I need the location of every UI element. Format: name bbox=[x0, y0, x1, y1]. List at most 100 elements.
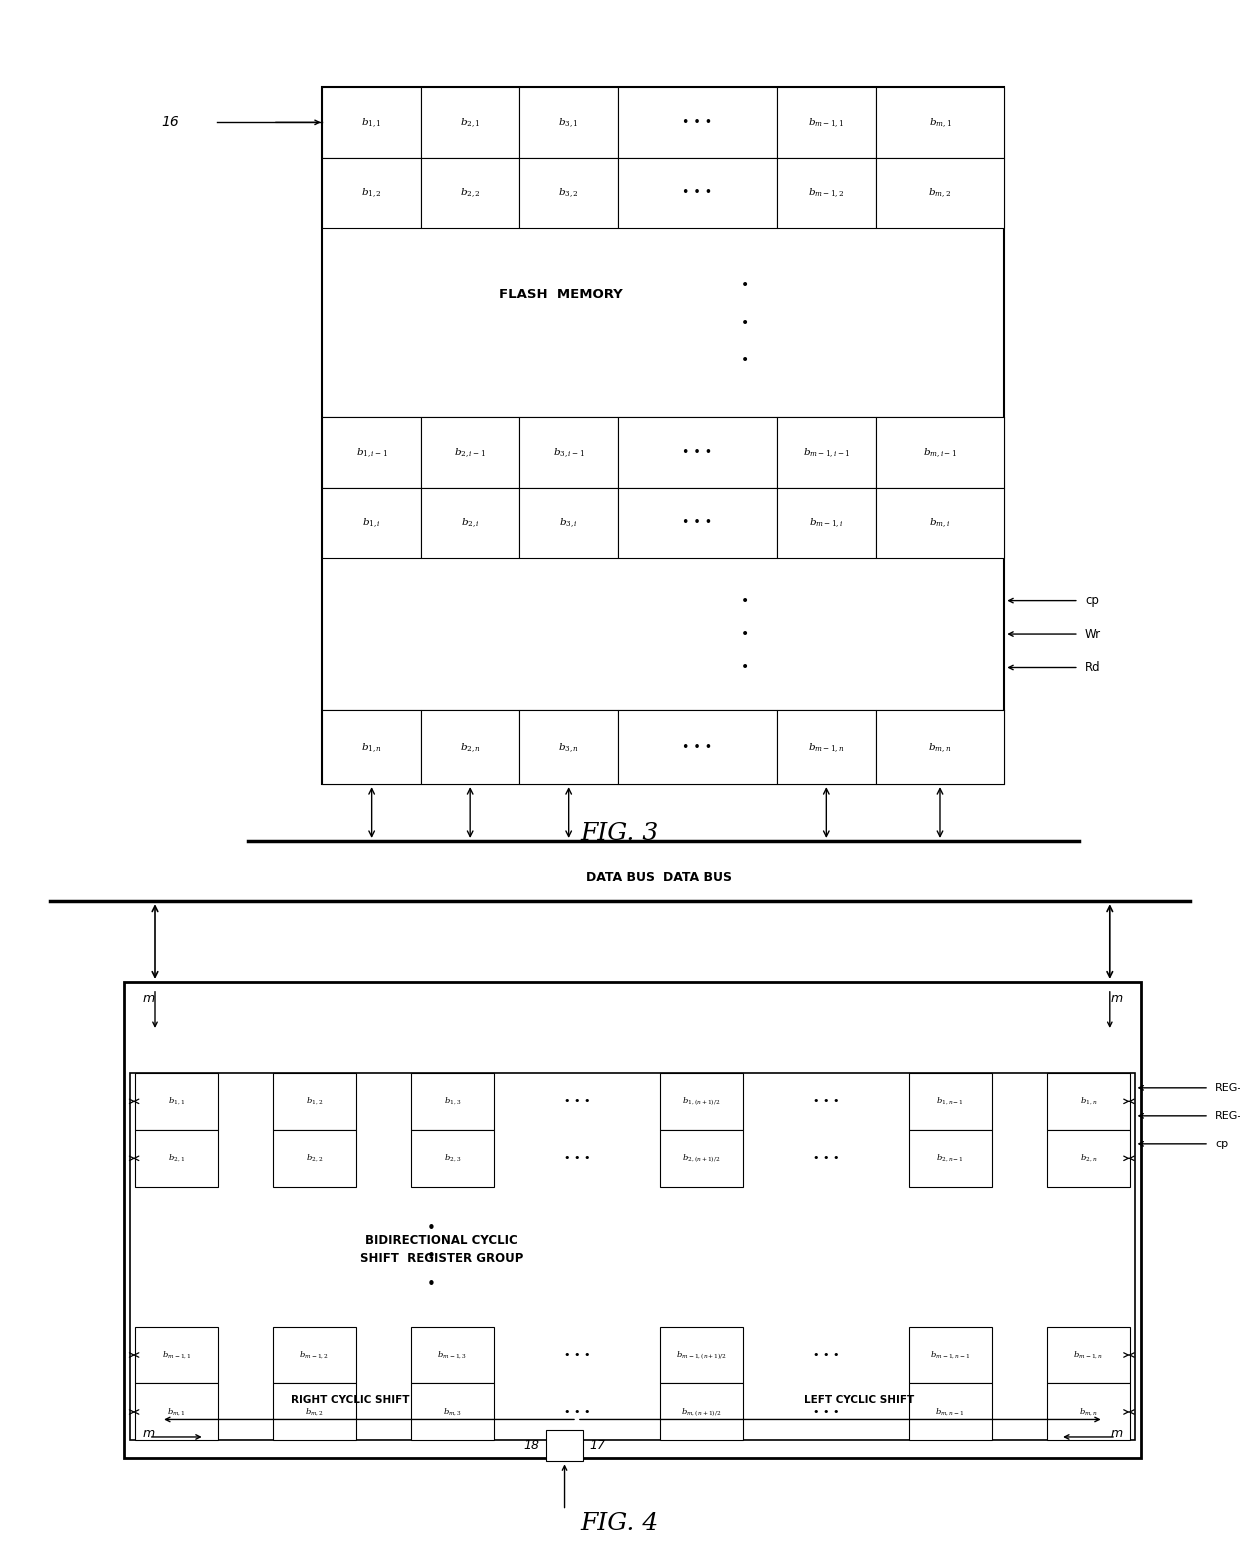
Text: •: • bbox=[742, 353, 749, 367]
Text: $b_{2,(n+1)/2}$: $b_{2,(n+1)/2}$ bbox=[682, 1153, 720, 1164]
Text: $b_{m-1,1}$: $b_{m-1,1}$ bbox=[161, 1349, 191, 1360]
Text: $b_{m-1,(n+1)/2}$: $b_{m-1,(n+1)/2}$ bbox=[676, 1349, 727, 1362]
FancyBboxPatch shape bbox=[322, 417, 420, 487]
Text: m: m bbox=[143, 993, 155, 1005]
Text: $b_{m,2}$: $b_{m,2}$ bbox=[305, 1407, 324, 1418]
Text: $b_{m-1,i}$: $b_{m-1,i}$ bbox=[808, 517, 843, 529]
FancyBboxPatch shape bbox=[420, 157, 520, 229]
Text: •: • bbox=[742, 593, 749, 607]
Text: • • •: • • • bbox=[682, 741, 713, 753]
FancyBboxPatch shape bbox=[135, 1074, 217, 1130]
Text: m: m bbox=[143, 1427, 155, 1441]
Text: • • •: • • • bbox=[812, 1153, 839, 1164]
Text: $b_{1,2}$: $b_{1,2}$ bbox=[306, 1095, 324, 1106]
Text: •: • bbox=[742, 627, 749, 641]
FancyBboxPatch shape bbox=[412, 1074, 494, 1130]
Text: •: • bbox=[427, 1277, 436, 1291]
Text: $b_{1,n}$: $b_{1,n}$ bbox=[1080, 1095, 1097, 1106]
Text: $b_{m-1,n}$: $b_{m-1,n}$ bbox=[1074, 1349, 1104, 1360]
Text: $b_{m-1,2}$: $b_{m-1,2}$ bbox=[808, 187, 844, 199]
FancyBboxPatch shape bbox=[875, 710, 1004, 784]
FancyBboxPatch shape bbox=[520, 157, 618, 229]
Text: $b_{2,n-1}$: $b_{2,n-1}$ bbox=[936, 1153, 965, 1164]
FancyBboxPatch shape bbox=[618, 417, 777, 487]
Text: $b_{m,n}$: $b_{m,n}$ bbox=[1079, 1407, 1099, 1418]
FancyBboxPatch shape bbox=[322, 487, 420, 559]
FancyBboxPatch shape bbox=[777, 87, 875, 157]
Text: 17: 17 bbox=[589, 1439, 605, 1452]
Text: $b_{1,n-1}$: $b_{1,n-1}$ bbox=[936, 1095, 965, 1106]
Text: $b_{1,i}$: $b_{1,i}$ bbox=[362, 517, 381, 529]
Text: 16: 16 bbox=[161, 115, 179, 129]
FancyBboxPatch shape bbox=[520, 487, 618, 559]
Text: RIGHT CYCLIC SHIFT: RIGHT CYCLIC SHIFT bbox=[291, 1396, 409, 1405]
Text: cp: cp bbox=[1085, 594, 1099, 607]
Text: $b_{1,1}$: $b_{1,1}$ bbox=[361, 117, 382, 129]
Text: FIG. 4: FIG. 4 bbox=[580, 1512, 660, 1534]
FancyBboxPatch shape bbox=[1048, 1383, 1130, 1441]
Text: • • •: • • • bbox=[564, 1097, 590, 1106]
Text: • • •: • • • bbox=[682, 517, 713, 529]
FancyBboxPatch shape bbox=[135, 1383, 217, 1441]
FancyBboxPatch shape bbox=[135, 1130, 217, 1187]
Text: $b_{2,n}$: $b_{2,n}$ bbox=[460, 741, 481, 753]
Text: •: • bbox=[742, 316, 749, 330]
Text: BIDIRECTIONAL CYCLIC
SHIFT  REGISTER GROUP: BIDIRECTIONAL CYCLIC SHIFT REGISTER GROU… bbox=[360, 1234, 523, 1265]
FancyBboxPatch shape bbox=[420, 710, 520, 784]
FancyBboxPatch shape bbox=[124, 982, 1141, 1458]
Text: $b_{m-1,1}$: $b_{m-1,1}$ bbox=[808, 117, 844, 129]
Text: $b_{3,n}$: $b_{3,n}$ bbox=[558, 741, 579, 753]
Text: $b_{1,(n+1)/2}$: $b_{1,(n+1)/2}$ bbox=[682, 1095, 720, 1108]
Text: •: • bbox=[427, 1221, 436, 1235]
FancyBboxPatch shape bbox=[618, 87, 777, 157]
Text: m: m bbox=[1110, 1427, 1122, 1441]
Text: $b_{m,n-1}$: $b_{m,n-1}$ bbox=[935, 1407, 965, 1418]
Text: $b_{2,3}$: $b_{2,3}$ bbox=[444, 1153, 461, 1164]
FancyBboxPatch shape bbox=[412, 1383, 494, 1441]
FancyBboxPatch shape bbox=[322, 87, 420, 157]
FancyBboxPatch shape bbox=[322, 710, 420, 784]
FancyBboxPatch shape bbox=[412, 1327, 494, 1383]
Text: $b_{m,i-1}$: $b_{m,i-1}$ bbox=[923, 447, 957, 459]
Text: FIG. 3: FIG. 3 bbox=[580, 822, 660, 845]
Text: $b_{3,i}$: $b_{3,i}$ bbox=[559, 517, 578, 529]
FancyBboxPatch shape bbox=[546, 1430, 583, 1461]
FancyBboxPatch shape bbox=[1048, 1074, 1130, 1130]
FancyBboxPatch shape bbox=[660, 1130, 743, 1187]
Text: $b_{m-1,n}$: $b_{m-1,n}$ bbox=[808, 741, 844, 753]
Text: $b_{m,1}$: $b_{m,1}$ bbox=[167, 1407, 186, 1418]
Text: $b_{2,i-1}$: $b_{2,i-1}$ bbox=[454, 447, 486, 459]
Text: $b_{1,2}$: $b_{1,2}$ bbox=[361, 187, 382, 199]
Text: $b_{2,1}$: $b_{2,1}$ bbox=[167, 1153, 185, 1164]
Text: $b_{2,i}$: $b_{2,i}$ bbox=[461, 517, 480, 529]
Text: DATA BUS: DATA BUS bbox=[585, 871, 655, 884]
FancyBboxPatch shape bbox=[520, 87, 618, 157]
Text: $b_{1,3}$: $b_{1,3}$ bbox=[444, 1095, 461, 1106]
Text: 18: 18 bbox=[523, 1439, 539, 1452]
Text: $b_{m-1,2}$: $b_{m-1,2}$ bbox=[300, 1349, 330, 1360]
Text: • • •: • • • bbox=[812, 1351, 839, 1360]
Text: $b_{m,(n+1)/2}$: $b_{m,(n+1)/2}$ bbox=[681, 1407, 722, 1418]
Text: • • •: • • • bbox=[564, 1153, 590, 1164]
Text: Wr: Wr bbox=[1085, 627, 1101, 641]
FancyBboxPatch shape bbox=[875, 87, 1004, 157]
Text: $b_{3,i-1}$: $b_{3,i-1}$ bbox=[553, 447, 584, 459]
Text: • • •: • • • bbox=[564, 1407, 590, 1418]
Text: LEFT CYCLIC SHIFT: LEFT CYCLIC SHIFT bbox=[804, 1396, 914, 1405]
FancyBboxPatch shape bbox=[909, 1383, 992, 1441]
FancyBboxPatch shape bbox=[660, 1383, 743, 1441]
FancyBboxPatch shape bbox=[273, 1383, 356, 1441]
Text: • • •: • • • bbox=[682, 187, 713, 199]
Text: • • •: • • • bbox=[682, 447, 713, 459]
Text: $b_{m,n}$: $b_{m,n}$ bbox=[929, 741, 951, 753]
FancyBboxPatch shape bbox=[875, 157, 1004, 229]
FancyBboxPatch shape bbox=[618, 157, 777, 229]
FancyBboxPatch shape bbox=[130, 1074, 1135, 1441]
FancyBboxPatch shape bbox=[660, 1074, 743, 1130]
FancyBboxPatch shape bbox=[520, 417, 618, 487]
FancyBboxPatch shape bbox=[135, 1327, 217, 1383]
Text: $b_{2,2}$: $b_{2,2}$ bbox=[306, 1153, 324, 1164]
Text: $b_{1,1}$: $b_{1,1}$ bbox=[167, 1095, 185, 1106]
FancyBboxPatch shape bbox=[777, 487, 875, 559]
FancyBboxPatch shape bbox=[909, 1130, 992, 1187]
